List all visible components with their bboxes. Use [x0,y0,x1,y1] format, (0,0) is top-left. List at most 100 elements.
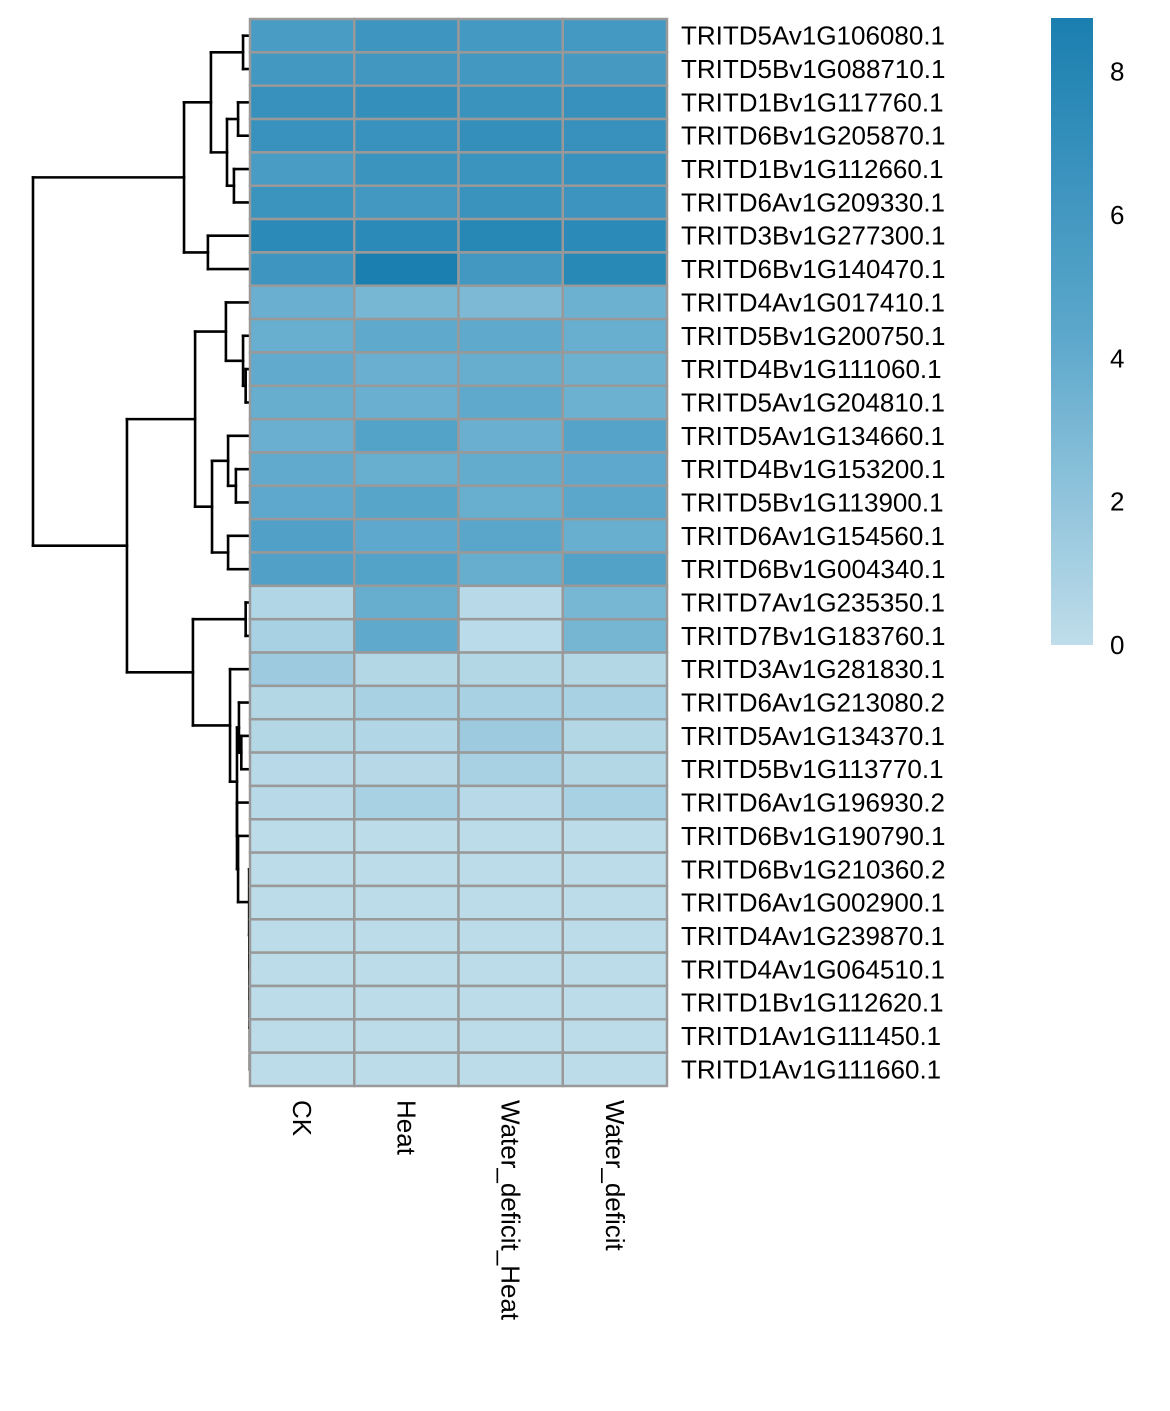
row-label: TRITD6Av1G209330.1 [681,187,945,217]
heatmap-cell [248,584,356,621]
heatmap-cell [561,51,669,87]
heatmap-cell [561,251,669,287]
heatmap-cell [353,317,460,354]
heatmap-cell [248,517,356,554]
heatmap-cell [248,351,356,388]
row-label: TRITD3Bv1G277300.1 [681,221,945,251]
heatmap-cell [353,117,460,154]
heatmap-cell [457,684,564,721]
heatmap-cell [561,117,669,154]
heatmap-cell [248,284,356,321]
row-label: TRITD6Av1G002900.1 [681,888,945,918]
heatmap-cell [561,351,669,388]
heatmap-cell [561,384,669,421]
heatmap-cell [561,17,669,54]
heatmap-cell [561,84,669,121]
heatmap-cell [248,51,356,87]
heatmap-cell [457,384,564,421]
heatmap-cell [353,17,460,54]
row-label: TRITD4Av1G017410.1 [681,287,945,317]
heatmap-cell [457,1051,564,1088]
heatmap-cell [248,251,356,287]
heatmap-cell [457,84,564,121]
heatmap-cell [561,984,669,1021]
heatmap-cell [457,184,564,221]
heatmap-cell [248,951,356,988]
heatmap-cell [457,851,564,888]
heatmap-cell [353,417,460,454]
row-label: TRITD1Bv1G112620.1 [681,988,944,1018]
heatmap-cell [353,684,460,721]
row-label: TRITD6Bv1G140470.1 [681,254,945,284]
heatmap-cell [561,451,669,488]
heatmap-cell [561,284,669,321]
colorbar-ticks: 0 2 4 6 8 [1110,57,1124,660]
heatmap-cell [248,217,356,254]
row-label: TRITD3Av1G281830.1 [681,654,945,684]
heatmap-cell [561,584,669,621]
heatmap-cell [248,84,356,121]
row-label: TRITD6Av1G213080.2 [681,688,945,718]
heatmap-cell [248,717,356,754]
row-label: TRITD4Bv1G153200.1 [681,454,945,484]
heatmap-cell [561,617,669,654]
row-label: TRITD6Av1G154560.1 [681,521,945,551]
heatmap-cell [561,151,669,187]
heatmap-cell [457,651,564,688]
row-label: TRITD5Bv1G088710.1 [681,54,945,84]
heatmap-cell [457,584,564,621]
heatmap-cell [248,1018,356,1054]
row-label: TRITD7Av1G235350.1 [681,588,945,618]
row-label: TRITD4Av1G239870.1 [681,921,945,951]
heatmap-cell [353,584,460,621]
heatmap-cell [248,884,356,921]
heatmap-cell [561,651,669,688]
heatmap-cell [353,51,460,87]
row-label: TRITD1Bv1G112660.1 [681,154,944,184]
heatmap-cell [457,1018,564,1054]
heatmap-cell [457,17,564,54]
heatmap-cell [353,484,460,521]
heatmap-cell [353,184,460,221]
heatmap-cell [353,918,460,954]
heatmap-cell [248,818,356,854]
row-label: TRITD1Bv1G117760.1 [681,87,944,117]
heatmap-cell [457,284,564,321]
heatmap-cell [248,1051,356,1088]
heatmap-cell [248,551,356,588]
column-labels: CK Heat Water_deficit_Heat Water_deficit [287,1100,630,1321]
heatmap-cell [248,651,356,688]
heatmap-cell [457,818,564,854]
heatmap-cell [353,951,460,988]
row-label: TRITD5Av1G106080.1 [681,21,945,51]
heatmap-cell [457,151,564,187]
row-label: TRITD1Av1G111660.1 [681,1054,941,1084]
column-label: Water_deficit [600,1100,630,1252]
heatmap-cell [561,184,669,221]
heatmap-cell [248,751,356,788]
heatmap-cell [457,717,564,754]
heatmap-cell [561,751,669,788]
heatmap-cell [457,984,564,1021]
row-label: TRITD1Av1G111450.1 [681,1021,941,1051]
heatmap-cell [248,317,356,354]
colorbar-tick-label: 6 [1110,200,1124,230]
row-label: TRITD5Av1G134660.1 [681,421,945,451]
row-label: TRITD6Bv1G205870.1 [681,121,945,151]
heatmap-cell [561,951,669,988]
heatmap-cell [457,117,564,154]
colorbar-tick-label: 2 [1110,487,1124,517]
colorbar-tick-label: 4 [1110,343,1124,373]
row-label: TRITD6Bv1G210360.2 [681,854,945,884]
heatmap-cell [457,617,564,654]
heatmap-cell [353,251,460,287]
heatmap-cells [248,17,669,1088]
heatmap-cell [457,251,564,287]
row-label: TRITD5Bv1G113900.1 [681,487,944,517]
column-label: Water_deficit_Heat [496,1100,526,1321]
heatmap-cell [248,984,356,1021]
row-dendrogram [31,34,252,1071]
heatmap-cell [457,451,564,488]
heatmap-cell [353,351,460,388]
heatmap-cell [561,417,669,454]
